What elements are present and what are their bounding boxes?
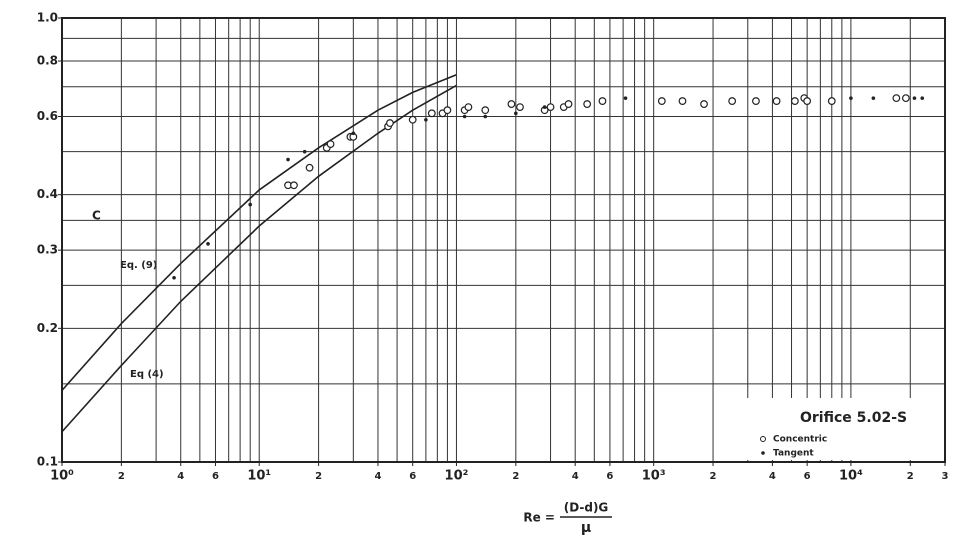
tangent-point (351, 131, 356, 136)
y-tick-label: 0.1 (37, 455, 58, 469)
x-axis-label-denominator: μ (581, 520, 591, 536)
y-tick-label: 0.2 (37, 321, 58, 335)
y-tick-label: 0.8 (37, 54, 58, 68)
y-tick-label: 1.0 (37, 11, 58, 25)
concentric-point (408, 115, 417, 124)
tangent-point (462, 114, 467, 119)
tangent-point (849, 96, 853, 100)
concentric-point (464, 103, 473, 111)
legend-marker (760, 436, 766, 442)
x-tick-label: 2 (710, 471, 717, 482)
x-tick-label: 4 (177, 471, 184, 482)
annotation: Eq (4) (130, 369, 164, 380)
concentric-point (564, 100, 573, 108)
concentric-point (901, 94, 910, 103)
tangent-point (483, 114, 488, 119)
y-tick-label: 0.3 (37, 243, 58, 257)
x-tick-label: 4 (374, 471, 381, 482)
legend-box (732, 398, 940, 460)
x-tick-label: 2 (118, 471, 125, 482)
legend-title: Orifice 5.02-S (800, 410, 907, 426)
concentric-point (657, 97, 666, 105)
x-tick-label: 6 (409, 471, 416, 482)
tangent-point (206, 242, 210, 246)
tangent-point (871, 96, 876, 100)
curve (61, 74, 457, 391)
x-tick-label: 6 (606, 471, 613, 482)
concentric-point (790, 97, 799, 105)
concentric-point (386, 119, 394, 127)
concentric-point (772, 97, 781, 105)
concentric-point (546, 103, 555, 111)
x-tick-label: 10⁰ (50, 469, 74, 484)
concentric-point (598, 97, 607, 105)
concentric-point (892, 94, 901, 103)
concentric-point (516, 103, 524, 111)
tangent-point (286, 157, 290, 162)
concentric-point (326, 140, 335, 148)
annotation: Eq. (9) (120, 260, 157, 271)
concentric-point (752, 97, 760, 105)
legend-marker (761, 451, 765, 455)
concentric-point (481, 106, 490, 115)
tangent-point (424, 117, 428, 122)
concentric-point (305, 163, 314, 172)
concentric-point (443, 106, 452, 115)
concentric-point (803, 97, 812, 105)
y-tick-label: 0.6 (37, 109, 58, 123)
concentric-point (678, 97, 687, 105)
grid (61, 17, 946, 463)
tangent-point (920, 96, 925, 100)
concentric-point (427, 109, 436, 118)
curve (61, 84, 457, 433)
y-axis-label: C (92, 209, 101, 223)
tangent-point (514, 111, 518, 116)
x-tick-label: 4 (769, 471, 776, 482)
x-tick-label: 2 (512, 471, 519, 482)
concentric-point (700, 100, 708, 108)
tangent-point (302, 149, 307, 154)
x-tick-label: 10³ (642, 469, 666, 484)
x-axis-label-numerator: (D-d)G (564, 501, 609, 515)
x-tick-label: 2 (907, 471, 914, 482)
tangent-point (912, 96, 917, 100)
tangent-point (542, 105, 547, 109)
concentric-point (827, 97, 836, 105)
x-tick-label: 6 (212, 471, 219, 482)
legend-label: Tangent (773, 449, 814, 459)
x-tick-label: 2 (315, 471, 322, 482)
plot-frame (61, 17, 946, 463)
legend-label: Concentric (773, 435, 827, 445)
concentric-point (290, 181, 298, 190)
tangent-point (248, 202, 253, 207)
concentric-point (583, 100, 592, 108)
x-tick-label: 3 (942, 471, 949, 482)
tangent-point (172, 275, 176, 280)
x-tick-label: 10¹ (247, 469, 271, 484)
x-tick-label: 10⁴ (839, 469, 863, 484)
tangent-point (623, 96, 628, 100)
concentric-point (728, 97, 737, 105)
x-tick-label: 4 (572, 471, 579, 482)
concentric-point (507, 100, 516, 108)
x-axis-label: Re = (523, 511, 555, 525)
legend: Orifice 5.02-S Concentric Tangent (732, 398, 940, 460)
y-tick-label: 0.4 (37, 187, 58, 201)
x-tick-label: 6 (804, 471, 811, 482)
x-tick-label: 10² (445, 469, 469, 484)
